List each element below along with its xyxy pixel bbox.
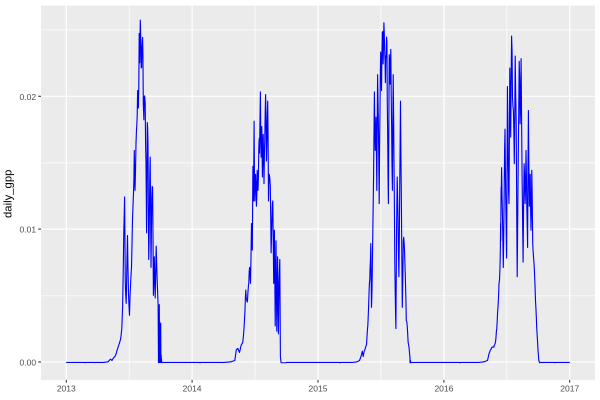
svg-text:2017: 2017: [560, 383, 579, 393]
svg-text:daily_gpp: daily_gpp: [2, 170, 14, 218]
svg-text:2014: 2014: [183, 383, 202, 393]
svg-text:0.02: 0.02: [20, 92, 37, 102]
svg-text:0.00: 0.00: [20, 357, 37, 367]
svg-text:2013: 2013: [57, 383, 76, 393]
svg-text:2015: 2015: [309, 383, 328, 393]
svg-text:2016: 2016: [434, 383, 453, 393]
svg-text:0.01: 0.01: [20, 225, 37, 235]
